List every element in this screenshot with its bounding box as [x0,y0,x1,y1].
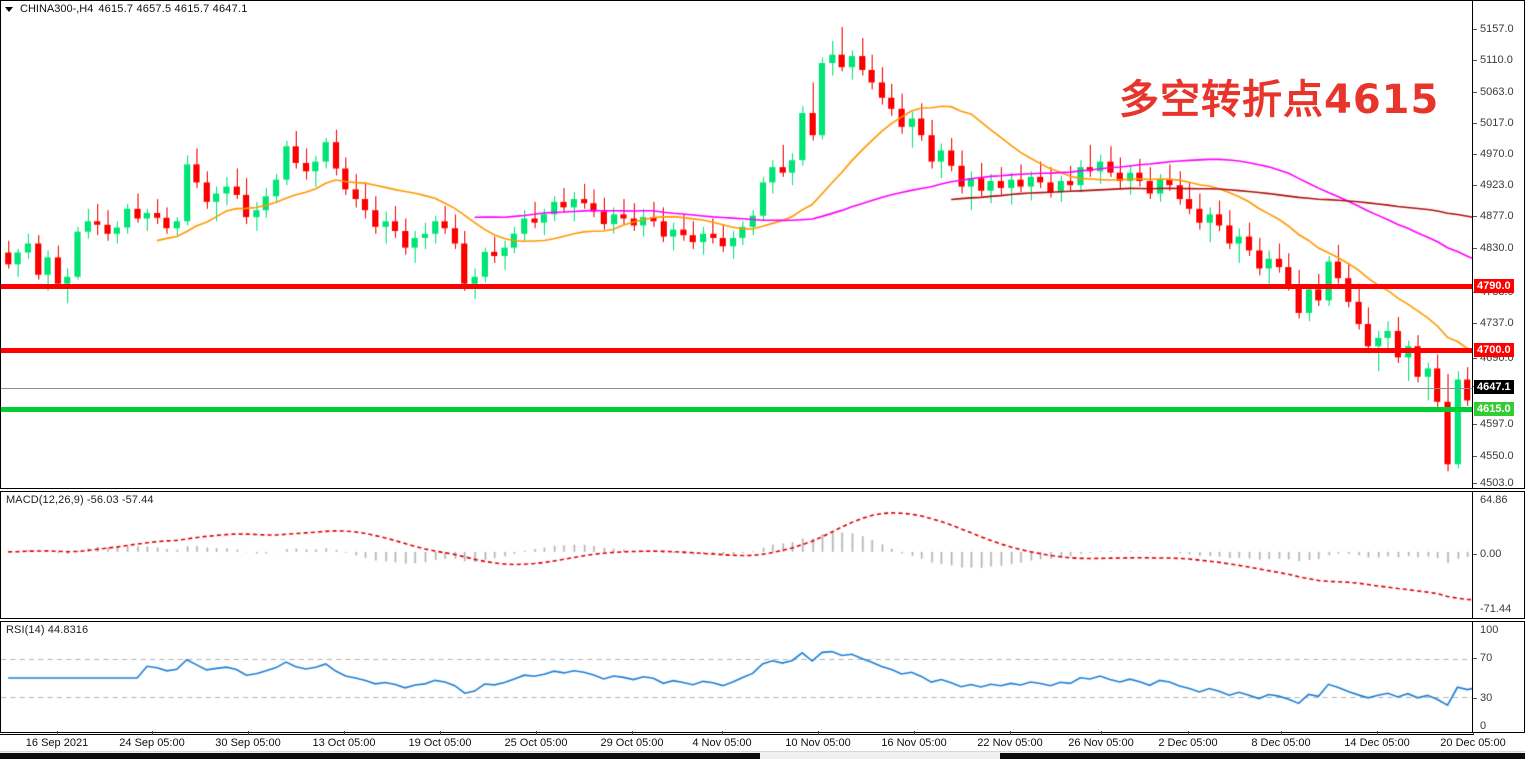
time-axis-label: 25 Oct 05:00 [504,737,568,749]
price-tick: 4503.0 [1473,477,1514,488]
time-axis-tickmark [1377,731,1378,735]
caret-down-icon[interactable] [5,6,13,12]
time-axis-label: 13 Oct 05:00 [312,737,376,749]
chart-annotation-text: 多空转折点4615 [1119,77,1440,123]
horizontal-scrollbar-thumb-right[interactable] [1000,753,1525,759]
macd-canvas[interactable] [1,492,1524,618]
price-tick: 5017.0 [1473,117,1514,129]
current-price-tag: 4647.1 [1474,380,1514,394]
time-axis-tickmark [344,731,345,735]
ohlc-values: 4615.7 4657.5 4615.7 4647.1 [98,3,248,15]
macd-label: MACD(12,26,9) -56.03 -57.44 [6,494,154,506]
support-tag-4615: 4615.0 [1474,402,1514,416]
price-tick: 5157.0 [1473,23,1514,35]
price-chart-canvas[interactable] [1,1,1524,488]
price-tick: 4597.0 [1473,418,1514,430]
resistance-tag-4700: 4700.0 [1474,343,1514,357]
current-price-line[interactable] [1,388,1474,389]
time-axis-label: 8 Dec 05:00 [1251,737,1311,749]
time-axis-tickmark [722,731,723,735]
price-tick: 4970.0 [1473,148,1514,160]
resistance-line-4700[interactable] [1,348,1474,353]
time-axis-tickmark [57,731,58,735]
price-chart-panel[interactable]: CHINA300-,H4 4615.7 4657.5 4615.7 4647.1… [0,0,1525,489]
indicator-tick: 0 [1480,720,1487,732]
time-axis-label: 26 Nov 05:00 [1068,737,1134,749]
price-axis-scale[interactable]: 5157.0 5110.0 5063.0 5017.0 4970.0 4923.0 4877… [1472,1,1524,488]
time-axis-label: 4 Nov 05:00 [692,737,752,749]
time-axis-label: 29 Oct 05:00 [600,737,664,749]
price-tick: 4923.0 [1473,179,1514,191]
time-axis-tickmark [152,731,153,735]
time-axis-label: 16 Sep 2021 [25,737,89,749]
time-axis-label: 14 Dec 05:00 [1344,737,1410,749]
time-axis-label: 30 Sep 05:00 [215,737,281,749]
time-axis-label: 20 Dec 05:00 [1440,737,1506,749]
time-axis-tickmark [1188,731,1189,735]
symbol-header[interactable]: CHINA300-,H4 4615.7 4657.5 4615.7 4647.1 [5,3,248,15]
time-axis-label: 16 Nov 05:00 [881,737,947,749]
time-axis-label: 22 Nov 05:00 [977,737,1043,749]
indicator-tick: -71.44 [1480,603,1512,615]
price-tick: 4830.0 [1473,242,1514,254]
time-axis-label: 19 Oct 05:00 [408,737,472,749]
time-axis-label: 10 Nov 05:00 [785,737,851,749]
time-axis-tickmark [1101,731,1102,735]
time-axis-tickmark [1281,731,1282,735]
time-axis-label: 2 Dec 05:00 [1158,737,1218,749]
time-axis-tickmark [536,731,537,735]
time-axis-tickmark [1010,731,1011,735]
time-axis-tickmark [914,731,915,735]
time-axis-label: 24 Sep 05:00 [119,737,185,749]
indicator-tick: 100 [1480,624,1499,636]
rsi-label: RSI(14) 44.8316 [6,624,89,636]
rsi-axis-scale: 100 70 30 0 [1472,622,1524,732]
price-tick: 5110.0 [1473,54,1513,66]
support-line-4615[interactable] [1,407,1474,412]
resistance-line-4790[interactable] [1,284,1474,289]
price-tick: 5063.0 [1473,86,1514,98]
time-axis-tickmark [248,731,249,735]
time-axis[interactable]: 16 Sep 2021 24 Sep 05:00 30 Sep 05:00 13 Oc… [0,731,1506,750]
rsi-canvas[interactable] [1,622,1524,732]
indicator-tick: 64.86 [1480,494,1508,506]
price-tick: 4737.0 [1473,317,1514,329]
symbol-label: CHINA300-,H4 [20,3,94,15]
indicator-tick: 30 [1473,692,1492,704]
rsi-indicator-panel[interactable]: RSI(14) 44.8316 100 70 30 0 [0,621,1525,733]
indicator-tick: 70 [1473,652,1492,664]
time-axis-tickmark [632,731,633,735]
macd-axis-scale: 64.86 0.00 -71.44 [1472,492,1524,618]
resistance-tag-4790: 4790.0 [1474,279,1514,293]
price-tick: 4877.0 [1473,210,1514,222]
price-tick: 4550.0 [1473,450,1514,462]
horizontal-scrollbar-track[interactable] [0,751,1525,759]
horizontal-scrollbar-thumb[interactable] [0,753,760,759]
indicator-tick: 0.00 [1473,548,1501,560]
time-axis-tickmark [440,731,441,735]
time-axis-tickmark [818,731,819,735]
time-axis-tickmark [1473,731,1474,735]
macd-indicator-panel[interactable]: MACD(12,26,9) -56.03 -57.44 64.86 0.00 -71… [0,491,1525,619]
